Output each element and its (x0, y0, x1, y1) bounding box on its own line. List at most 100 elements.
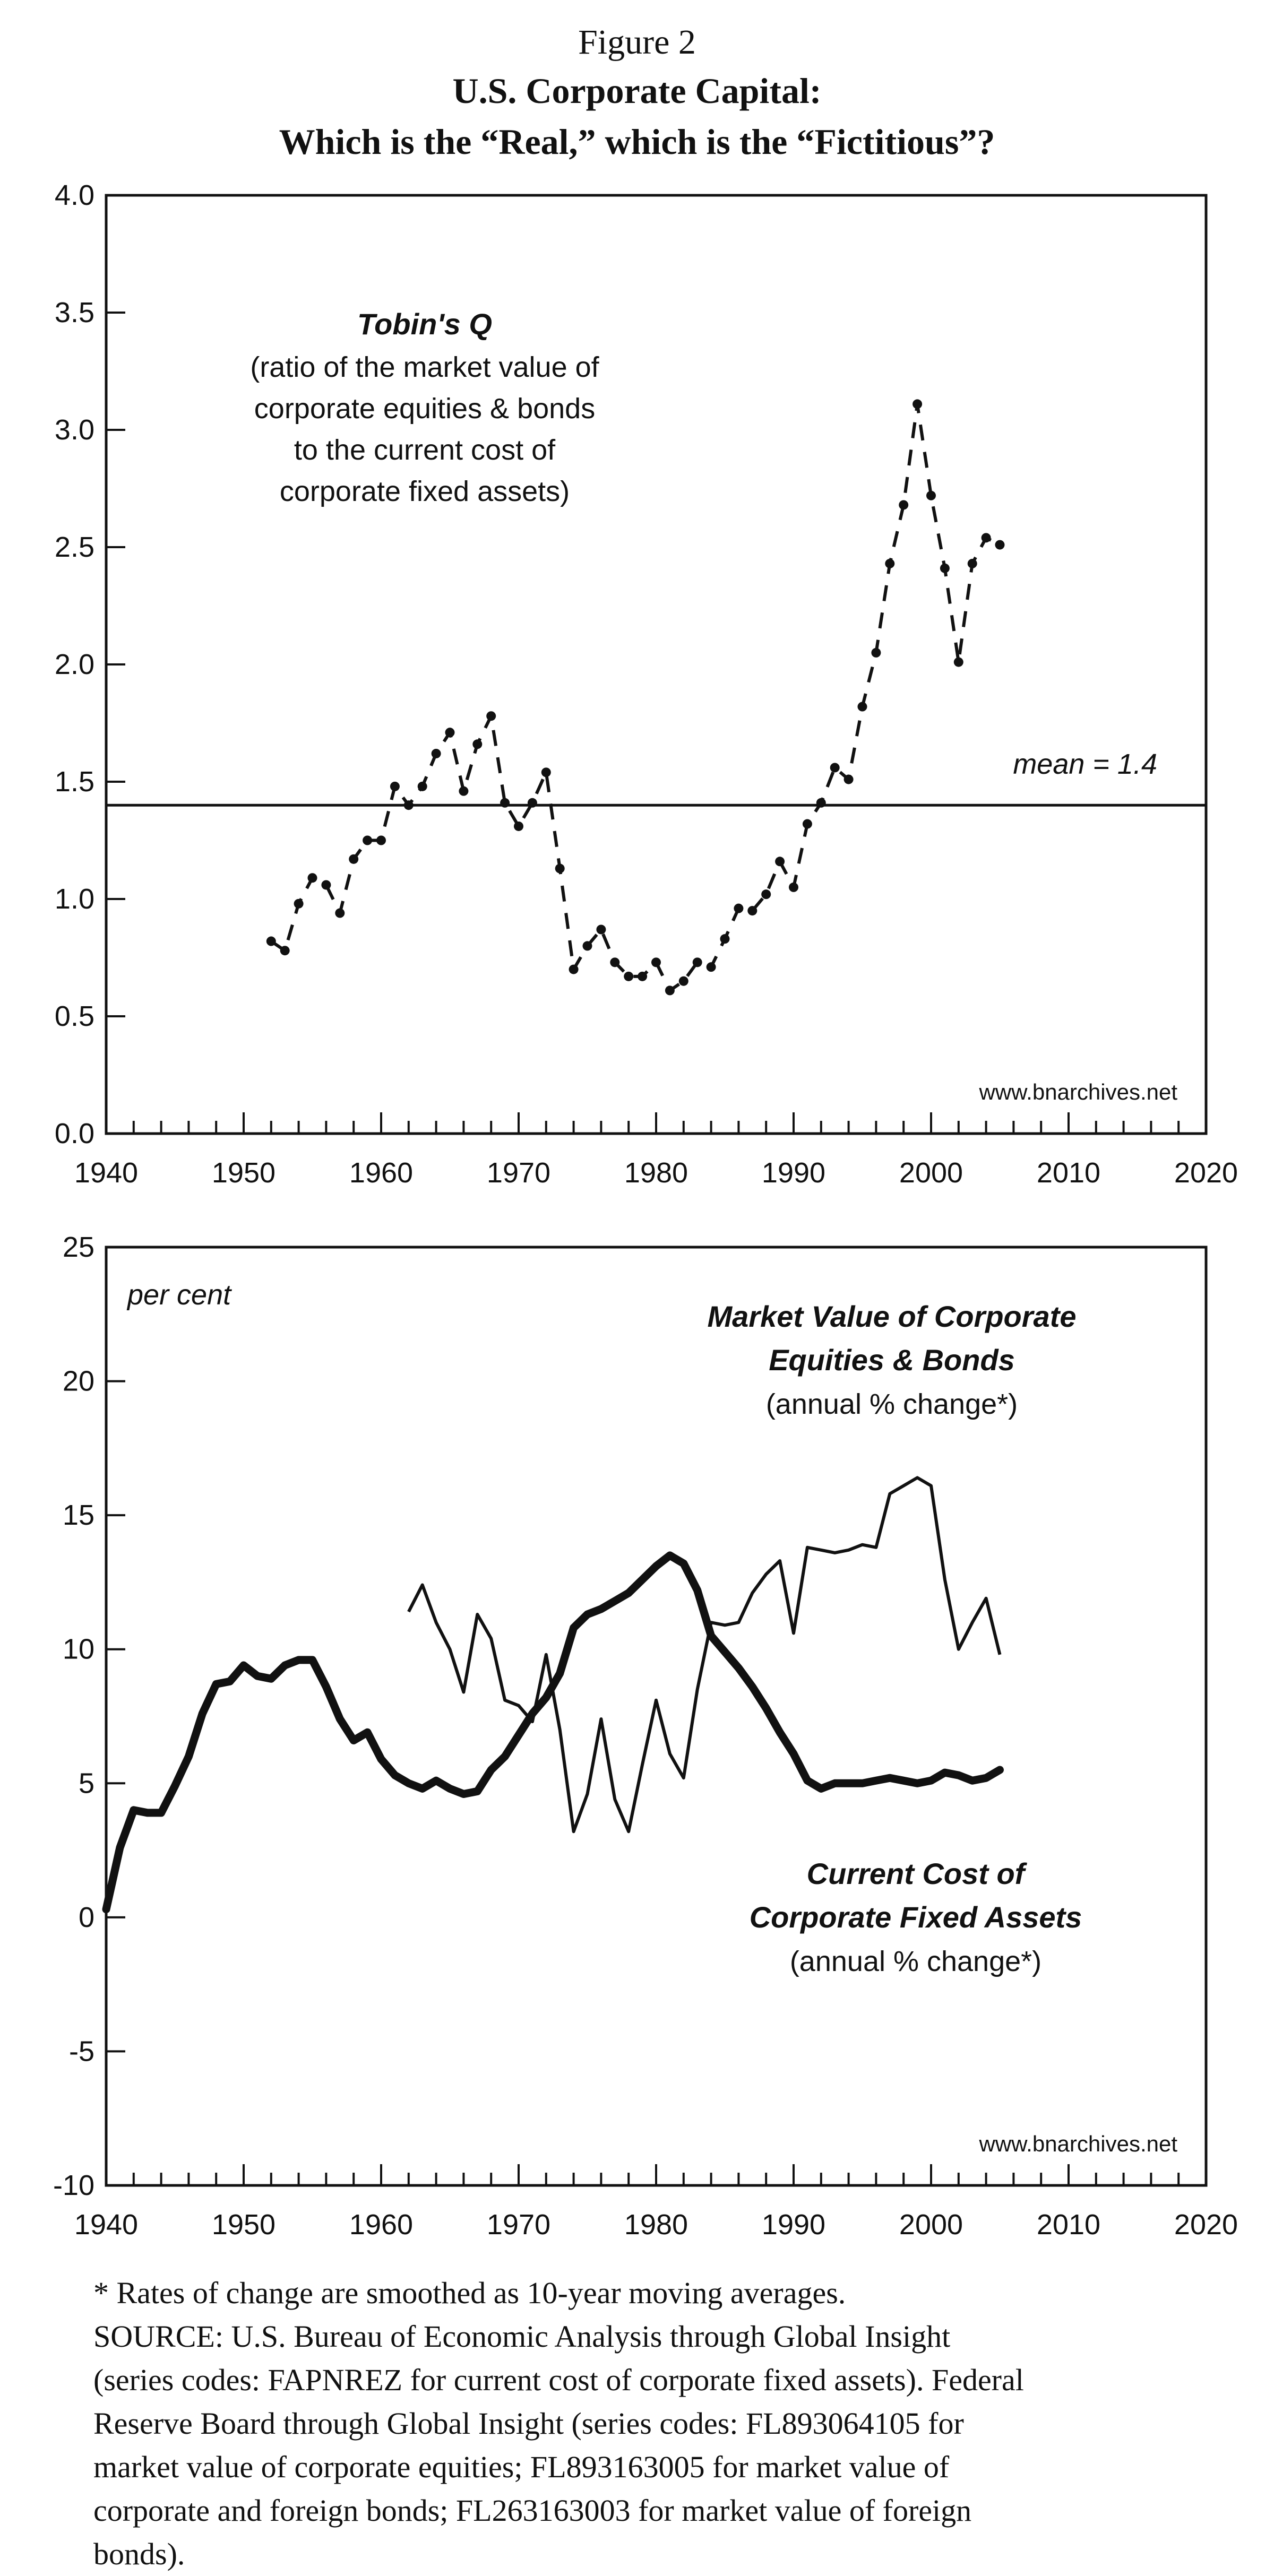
tobins-q-point (981, 533, 991, 543)
chart2-y-ticks: -10 -5 0 5 10 15 20 25 (53, 1231, 125, 2201)
tobins-q-point (789, 882, 798, 892)
tobins-q-desc-line-1: (ratio of the market value of (250, 351, 599, 383)
tobins-q-desc-line-3: to the current cost of (294, 434, 556, 466)
chart1-y-tick-label: 1.0 (55, 883, 94, 915)
tobins-q-point (596, 924, 606, 935)
chart1-x-tick-label: 1960 (349, 1157, 413, 1189)
chart2-y-tick-label: -10 (53, 2169, 94, 2201)
tobins-q-point (761, 889, 771, 900)
footnote-line-5: market value of corporate equities; FL89… (93, 2450, 950, 2484)
tobins-q-point (899, 500, 909, 510)
chart2-source-note: www.bnarchives.net (978, 2131, 1177, 2156)
tobins-q-point (665, 986, 675, 996)
footnote-line-4: Reserve Board through Global Insight (se… (93, 2406, 964, 2441)
chart2-x-tick-label: 2010 (1037, 2209, 1100, 2241)
tobins-q-point (403, 800, 414, 810)
market-value-label-line-1: Market Value of Corporate (708, 1300, 1077, 1333)
chart2-y-tick-label: 0 (79, 1901, 94, 1933)
tobins-q-chart: 1940 1950 1960 1970 1980 1990 2000 2010 2020 0.0… (55, 179, 1238, 1189)
chart1-x-tick-label: 1940 (74, 1157, 138, 1189)
chart2-plot-frame (105, 1246, 1208, 2187)
tobins-q-point (913, 399, 923, 409)
market-value-label-sub: (annual % change*) (766, 1388, 1018, 1420)
chart1-x-tick-label: 1970 (487, 1157, 550, 1189)
chart2-y-tick-label: 20 (63, 1365, 94, 1397)
tobins-q-point (692, 957, 702, 967)
fixed-assets-series-line (102, 1551, 1004, 1914)
chart2-x-tick-label: 1940 (74, 2209, 138, 2241)
tobins-q-desc-line-2: corporate equities & bonds (254, 393, 595, 425)
fixed-assets-series-label: Current Cost of Corporate Fixed Assets (… (750, 1857, 1082, 1977)
tobins-q-annotation: Tobin's Q (ratio of the market value of … (250, 307, 599, 507)
tobins-q-point (706, 962, 716, 972)
tobins-q-title: Tobin's Q (357, 307, 492, 341)
chart1-x-tick-label: 2010 (1037, 1157, 1100, 1189)
tobins-q-point (720, 934, 730, 944)
market-value-series-label: Market Value of Corporate Equities & Bon… (708, 1300, 1077, 1420)
tobins-q-series-points (266, 399, 1005, 996)
tobins-q-point (294, 898, 304, 909)
footnote-line-2: SOURCE: U.S. Bureau of Economic Analysis… (93, 2319, 951, 2354)
tobins-q-point (349, 854, 359, 864)
tobins-q-point (857, 702, 867, 712)
chart2-x-tick-label: 1990 (762, 2209, 825, 2241)
tobins-q-series-line (270, 402, 1001, 992)
chart1-y-tick-label: 4.0 (55, 179, 94, 211)
chart1-source-note: www.bnarchives.net (978, 1079, 1177, 1104)
chart1-y-tick-label: 0.5 (55, 1000, 94, 1032)
chart1-x-tick-label: 1980 (624, 1157, 688, 1189)
tobins-q-point (926, 490, 936, 500)
chart2-y-tick-label: 15 (63, 1499, 94, 1531)
chart1-x-tick-label: 2000 (899, 1157, 963, 1189)
tobins-q-point (390, 781, 400, 791)
chart1-plot-frame (105, 194, 1208, 1135)
tobins-q-point (624, 971, 634, 981)
tobins-q-point (335, 908, 345, 918)
tobins-q-desc-line-4: corporate fixed assets) (280, 476, 570, 507)
tobins-q-point (940, 563, 950, 573)
tobins-q-point (307, 873, 317, 883)
tobins-q-point (678, 976, 688, 986)
tobins-q-point (363, 835, 373, 845)
tobins-q-point (266, 936, 276, 946)
chart1-y-tick-label: 3.0 (55, 414, 94, 446)
chart2-x-tick-label: 1980 (624, 2209, 688, 2241)
footnote-line-7: bonds). (93, 2537, 185, 2571)
footnote-line-6: corporate and foreign bonds; FL263163003… (93, 2493, 972, 2528)
mean-label: mean = 1.4 (1013, 748, 1157, 780)
chart2-y-tick-label: 25 (63, 1231, 94, 1263)
tobins-q-point (871, 647, 881, 658)
tobins-q-point (843, 774, 854, 784)
chart1-x-ticks: 1940 1950 1960 1970 1980 1990 2000 2010 2020 (74, 1112, 1238, 1189)
tobins-q-point (445, 728, 455, 738)
tobins-q-point (638, 971, 648, 981)
chart1-y-tick-label: 1.5 (55, 766, 94, 798)
chart2-y-tick-label: -5 (69, 2035, 94, 2067)
fixed-assets-label-sub: (annual % change*) (790, 1946, 1041, 1977)
tobins-q-point (541, 767, 551, 777)
chart2-y-tick-label: 5 (79, 1767, 94, 1799)
footnote-line-1: * Rates of change are smoothed as 10-yea… (93, 2276, 846, 2310)
chart2-x-tick-label: 1950 (212, 2209, 276, 2241)
chart1-y-tick-label: 2.5 (55, 531, 94, 563)
tobins-q-point (747, 906, 757, 916)
figure-title-line-2: Which is the “Real,” which is the “Ficti… (279, 122, 995, 162)
tobins-q-point (280, 946, 290, 956)
tobins-q-point (555, 863, 565, 874)
tobins-q-point (376, 835, 386, 845)
chart1-y-tick-label: 3.5 (55, 297, 94, 329)
fixed-assets-label-line-2: Corporate Fixed Assets (750, 1900, 1082, 1934)
chart1-x-tick-label: 1950 (212, 1157, 276, 1189)
footnote-line-3: (series codes: FAPNREZ for current cost … (93, 2363, 1024, 2397)
tobins-q-point (459, 786, 469, 796)
tobins-q-point (431, 748, 441, 758)
chart2-y-tick-label: 10 (63, 1633, 94, 1665)
market-value-label-line-2: Equities & Bonds (769, 1343, 1015, 1377)
tobins-q-point (321, 880, 331, 890)
tobins-q-point (995, 540, 1005, 550)
tobins-q-point (651, 957, 661, 967)
tobins-q-point (582, 941, 592, 951)
chart2-x-tick-label: 1960 (349, 2209, 413, 2241)
chart2-x-ticks: 1940 1950 1960 1970 1980 1990 2000 2010 2020 (74, 2164, 1238, 2241)
